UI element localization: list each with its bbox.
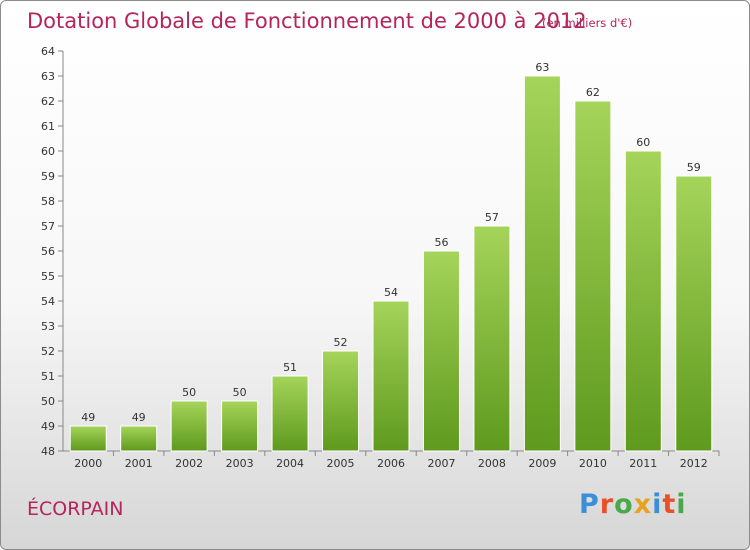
- value-label-2012: 59: [687, 161, 701, 174]
- y-tick-label: 63: [41, 70, 55, 83]
- value-label-2005: 52: [334, 336, 348, 349]
- value-label-2004: 51: [283, 361, 297, 374]
- bar-2010: [574, 100, 612, 452]
- y-tick-label: 60: [41, 145, 55, 158]
- logo-letter: t: [662, 489, 677, 520]
- bar-2000: [69, 425, 107, 452]
- bars: 49 49 50 50 51 52 54 56 57 63 62 60 59: [69, 61, 713, 452]
- value-label-2006: 54: [384, 286, 398, 299]
- value-label-2011: 60: [636, 136, 650, 149]
- logo-letter: o: [614, 489, 634, 520]
- y-tick-label: 57: [41, 220, 55, 233]
- y-tick-label: 64: [41, 45, 55, 58]
- value-label-2002: 50: [182, 386, 196, 399]
- x-tick-label-2012: 2012: [680, 457, 708, 470]
- value-label-2007: 56: [434, 236, 448, 249]
- logo-letter: P: [579, 489, 600, 520]
- y-tick-label: 59: [41, 170, 55, 183]
- value-label-2000: 49: [81, 411, 95, 424]
- bar-2011: [624, 150, 662, 452]
- y-tick-label: 58: [41, 195, 55, 208]
- x-tick-label-2011: 2011: [629, 457, 657, 470]
- y-tick-label: 48: [41, 445, 55, 458]
- y-tick-label: 61: [41, 120, 55, 133]
- y-tick-label: 53: [41, 320, 55, 333]
- bar-2012: [675, 175, 713, 452]
- bar-2005: [322, 350, 360, 452]
- value-label-2001: 49: [132, 411, 146, 424]
- x-tick-label-2000: 2000: [74, 457, 102, 470]
- y-tick-label: 49: [41, 420, 55, 433]
- logo-letter: x: [633, 489, 653, 520]
- value-label-2009: 63: [535, 61, 549, 74]
- y-tick-label: 55: [41, 270, 55, 283]
- y-tick-label: 51: [41, 370, 55, 383]
- logo-letter: r: [599, 489, 615, 520]
- y-tick-label: 52: [41, 345, 55, 358]
- y-axis: 48 49 50 51 52 53 54 55 56 57 58 59 60 61 62 63 64: [41, 45, 64, 458]
- x-tick-label-2008: 2008: [478, 457, 506, 470]
- x-tick-label-2003: 2003: [226, 457, 254, 470]
- bar-2008: [473, 225, 511, 452]
- value-label-2008: 57: [485, 211, 499, 224]
- x-tick-label-2010: 2010: [579, 457, 607, 470]
- logo-letter: i: [676, 489, 687, 520]
- value-label-2003: 50: [233, 386, 247, 399]
- x-tick-label-2007: 2007: [427, 457, 455, 470]
- y-tick-label: 56: [41, 245, 55, 258]
- y-tick-label: 50: [41, 395, 55, 408]
- bar-2002: [170, 400, 208, 452]
- x-tick-label-2009: 2009: [528, 457, 556, 470]
- y-tick-label: 54: [41, 295, 55, 308]
- x-tick-label-2004: 2004: [276, 457, 304, 470]
- proxiti-logo: Proxiti: [579, 489, 687, 520]
- x-tick-label-2001: 2001: [125, 457, 153, 470]
- x-tick-label-2002: 2002: [175, 457, 203, 470]
- x-axis: 2000 2001 2002 2003 2004 2005 2006 2007 2008 2009…: [63, 450, 720, 470]
- x-tick-label-2005: 2005: [327, 457, 355, 470]
- bar-2009: [523, 75, 561, 452]
- bar-2004: [271, 375, 309, 452]
- chart-title: Dotation Globale de Fonctionnement de 20…: [27, 9, 587, 33]
- bar-2006: [372, 300, 410, 452]
- x-tick-label-2006: 2006: [377, 457, 405, 470]
- y-tick-label: 62: [41, 95, 55, 108]
- commune-name: ÉCORPAIN: [27, 498, 124, 520]
- chart-unit: (en milliers d'€): [542, 16, 633, 30]
- bar-2003: [221, 400, 259, 452]
- value-label-2010: 62: [586, 86, 600, 99]
- bar-2001: [120, 425, 158, 452]
- bar-2007: [422, 250, 460, 452]
- logo-letter: i: [652, 489, 663, 520]
